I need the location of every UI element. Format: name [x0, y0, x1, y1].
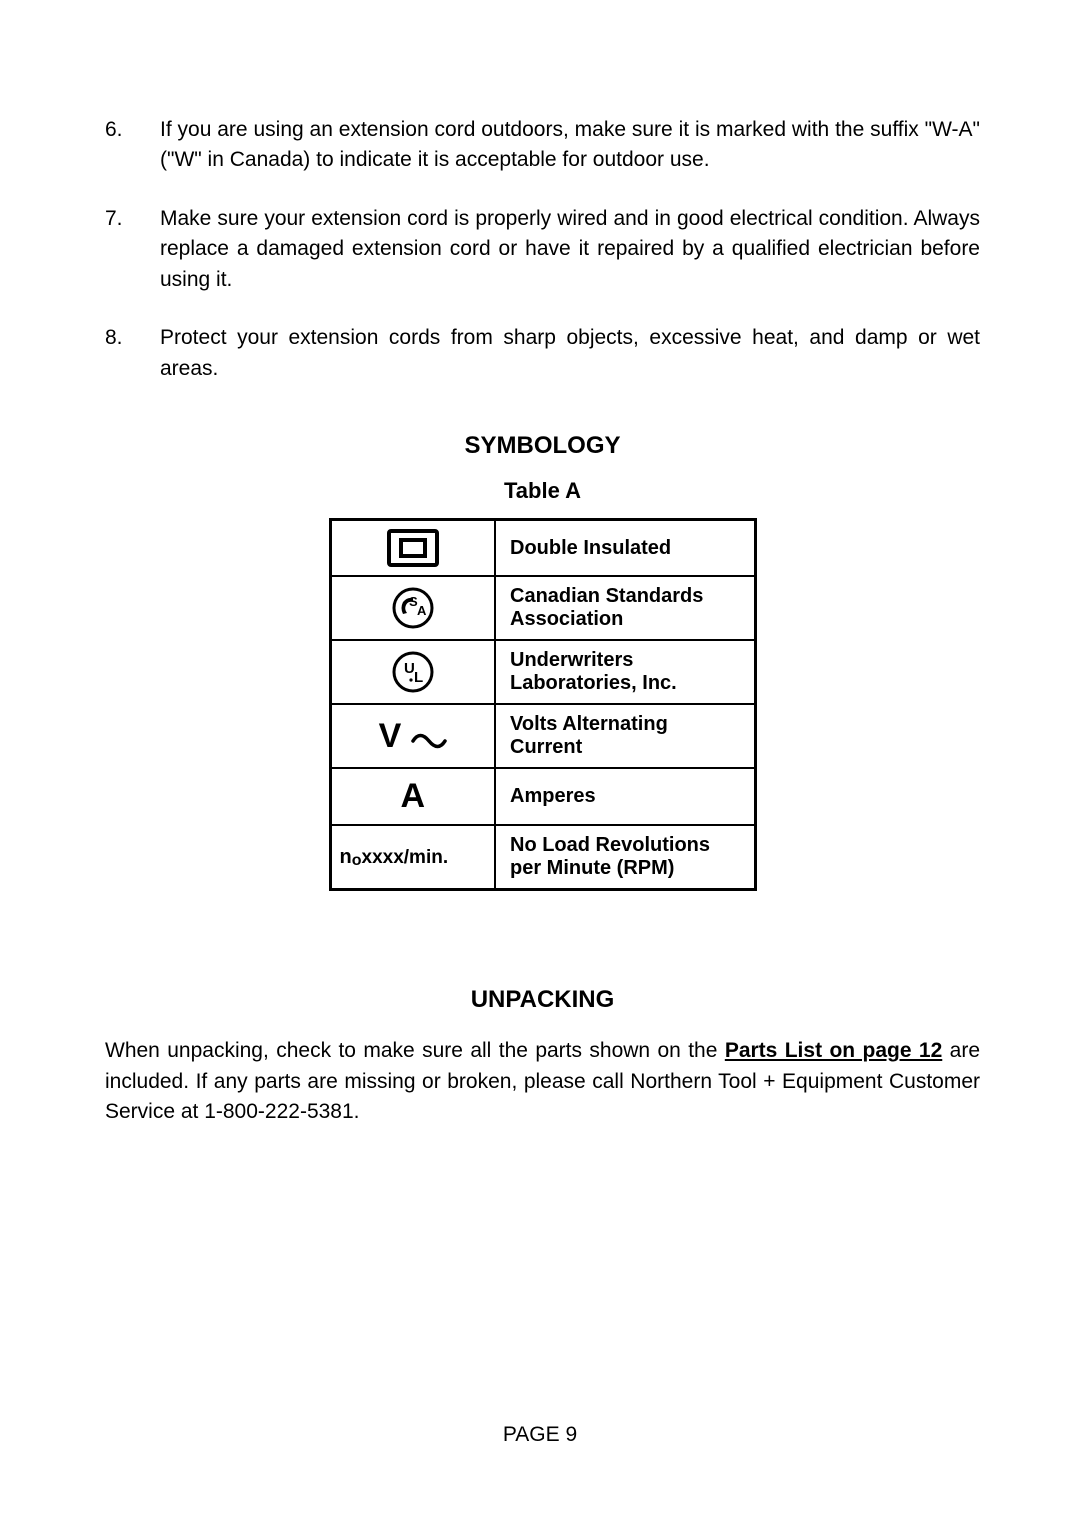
list-text: Make sure your extension cord is properl…: [160, 204, 980, 295]
amperes-a: A: [400, 777, 425, 815]
list-item-6: 6. If you are using an extension cord ou…: [105, 115, 980, 176]
page-number: PAGE 9: [0, 1423, 1080, 1447]
rpm-xxxx: xxxx/min.: [362, 847, 449, 868]
table-row: noxxxx/min. No Load Revolutions per Minu…: [330, 825, 755, 890]
symbol-desc: Canadian Standards Association: [495, 576, 755, 640]
table-row: U L Underwriters Laboratories, Inc.: [330, 640, 755, 704]
table-row: A Amperes: [330, 768, 755, 825]
table-row: V Volts Alternating Current: [330, 704, 755, 768]
symbology-table: Double Insulated S A Canadian Standards …: [329, 518, 757, 891]
svg-text:A: A: [417, 603, 427, 618]
list-number: 6.: [105, 115, 160, 176]
list-item-8: 8. Protect your extension cords from sha…: [105, 323, 980, 384]
amperes-icon: A: [330, 768, 495, 825]
list-number: 8.: [105, 323, 160, 384]
ul-icon: U L: [330, 640, 495, 704]
symbology-heading: SYMBOLOGY: [105, 432, 980, 460]
unpacking-heading: UNPACKING: [105, 986, 980, 1014]
symbol-desc: Amperes: [495, 768, 755, 825]
symbol-desc: No Load Revolutions per Minute (RPM): [495, 825, 755, 890]
rpm-n: n: [340, 846, 352, 868]
csa-icon: S A: [330, 576, 495, 640]
parts-list-link: Parts List on page 12: [725, 1039, 942, 1062]
table-caption: Table A: [105, 478, 980, 504]
symbol-desc: Volts Alternating Current: [495, 704, 755, 768]
list-text: If you are using an extension cord outdo…: [160, 115, 980, 176]
unpacking-paragraph: When unpacking, check to make sure all t…: [105, 1036, 980, 1127]
double-insulated-icon: [330, 520, 495, 577]
symbol-desc: Underwriters Laboratories, Inc.: [495, 640, 755, 704]
unpacking-text-pre: When unpacking, check to make sure all t…: [105, 1039, 725, 1062]
symbol-desc: Double Insulated: [495, 520, 755, 577]
volts-ac-icon: V: [330, 704, 495, 768]
list-item-7: 7. Make sure your extension cord is prop…: [105, 204, 980, 295]
rpm-o: o: [352, 852, 362, 869]
rpm-icon: noxxxx/min.: [330, 825, 495, 890]
table-row: Double Insulated: [330, 520, 755, 577]
list-number: 7.: [105, 204, 160, 295]
volts-v: V: [379, 717, 402, 755]
table-row: S A Canadian Standards Association: [330, 576, 755, 640]
svg-text:L: L: [414, 669, 423, 686]
list-text: Protect your extension cords from sharp …: [160, 323, 980, 384]
